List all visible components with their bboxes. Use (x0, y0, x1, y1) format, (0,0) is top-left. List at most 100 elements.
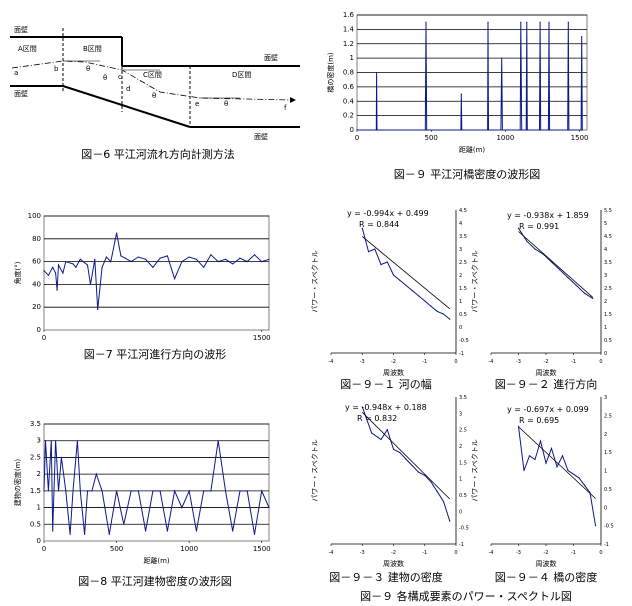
bridge-density-data-point (425, 21, 427, 23)
building-density-data-point (65, 490, 67, 492)
psd-bridge-data-point (578, 477, 580, 479)
bridge-density-y-tick-label: 1.4 (343, 25, 355, 33)
building-density-data-point (210, 490, 212, 492)
wall-label-3: 面壁 (14, 89, 28, 98)
bridge-density-data-point (424, 129, 426, 131)
bridge-density-x-axis-label: 距離(m) (459, 145, 486, 154)
psd-width-data-point (386, 261, 388, 263)
direction-y-tick-label: 60 (32, 258, 41, 266)
psd-direction-plot-frame (491, 210, 601, 353)
psd-building-x-tick-label: -1 (422, 550, 427, 556)
building-density-data-point (261, 490, 263, 492)
psd-width-data-point (436, 310, 438, 312)
psd-building-data-point (371, 432, 373, 434)
psd-width-r-value: R = 0.844 (359, 220, 399, 229)
bridge-density-y-tick-label: 0.4 (343, 97, 355, 105)
point-e: e (195, 100, 199, 108)
bridge-density-data-point (540, 129, 542, 131)
building-density-data-point (52, 530, 54, 532)
psd-building-r-value: R = 0.832 (357, 414, 397, 423)
psd-width-y-tick-label: 1 (459, 299, 462, 305)
bridge-density-data-point (426, 129, 428, 131)
psd-building-x-axis-label: 周波数 (383, 559, 404, 568)
psd-direction-r-value: R = 0.991 (519, 222, 559, 231)
psd-width-data-point (374, 248, 376, 250)
bridge-density-y-tick-label: 1.2 (343, 40, 354, 48)
building-density-y-tick-label: 2.5 (30, 453, 41, 461)
direction-y-tick-label: 80 (32, 235, 41, 243)
direction-data-point (72, 263, 74, 265)
psd-direction-y-tick-label: 3 (604, 273, 607, 279)
psd-bridge-data-point (539, 440, 542, 442)
psd-direction-data-point (567, 277, 569, 279)
psd-width-plot-frame (331, 210, 456, 353)
psd-building-data-point (411, 465, 413, 467)
bridge-density-data-point (547, 129, 550, 131)
wall-label-1: 面壁 (14, 25, 28, 34)
psd-width-y-tick-label: 2 (459, 273, 462, 279)
building-density-x-tick-label: 500 (110, 545, 123, 553)
bridge-density-y-axis-label: 橋の密度(m) (326, 52, 335, 93)
psd-bridge-y-tick-label: 0.5 (604, 487, 612, 493)
psd-direction-x-tick-label: -1 (571, 359, 576, 365)
psd-building-data-point (386, 429, 388, 431)
bridge-density-data-point (520, 21, 522, 23)
psd-direction-trendline (518, 231, 594, 298)
bridge-density-data-point (356, 129, 358, 131)
direction-data-point (120, 255, 122, 257)
building-density-data-point (159, 490, 161, 492)
section-label-c: C区間 (143, 71, 162, 79)
psd-direction-y-tick-label: 2 (604, 299, 607, 305)
direction-data-point (75, 266, 77, 268)
building-density-data-point (123, 523, 125, 525)
psd-direction-data-point (517, 227, 520, 229)
bridge-density-data-point (539, 21, 541, 23)
wall-label-2: 面壁 (264, 53, 278, 62)
psd-bridge-chart: -1-0.500.511.522.53-4 -3 -2 -1 0パワー・スペクトル周波数… (471, 395, 614, 568)
bridge-density-data-point (376, 129, 378, 131)
psd-building-y-tick-label: -0.5 (459, 526, 469, 532)
building-density-data-point (152, 490, 154, 492)
psd-building-y-axis-label: パワー・スペクトル (311, 439, 319, 502)
building-density-data-point (91, 490, 93, 492)
psd-direction-y-tick-label: 0 (604, 351, 607, 357)
psd-building-data-point (361, 406, 363, 408)
direction-data-point (268, 258, 270, 260)
figure9-1-caption: 図－９－１ 河の幅 (340, 378, 432, 391)
angle-theta-2: θ (103, 74, 107, 82)
psd-width-chart: -1-0.500.511.522.533.544.5-4 -3 -2 -1 0パワー・ス… (311, 208, 469, 377)
direction-y-tick-label: 40 (32, 280, 41, 288)
direction-data-point (101, 266, 103, 268)
psd-width-data-point (367, 251, 370, 253)
psd-building-chart: -1-0.500.511.522.533.5-4 -3 -2 -1 0パワー・スペクトル… (311, 395, 469, 568)
psd-width-equation: y = -0.994x + 0.499 (347, 209, 429, 218)
bridge-density-data-point (525, 129, 527, 131)
bridge-density-data-point (521, 129, 523, 131)
direction-data-point (210, 254, 212, 256)
psd-width-y-tick-label: 3.5 (459, 234, 467, 240)
psd-direction-y-tick-label: 5.5 (604, 208, 612, 214)
direction-data-point (43, 270, 45, 272)
direction-data-point (217, 261, 219, 263)
section-label-b: B区間 (83, 45, 102, 53)
psd-direction-equation: y = -0.938x + 1.859 (507, 211, 589, 220)
building-density-x-axis-label: 距離(m) (143, 556, 170, 565)
psd-direction-data-point (534, 248, 536, 250)
direction-data-point (57, 264, 60, 266)
psd-width-data-point (392, 274, 395, 276)
point-c: c (118, 73, 122, 81)
psd-width-y-tick-label: -0.5 (459, 338, 469, 344)
psd-direction-y-tick-label: 1 (604, 325, 607, 331)
direction-data-point (130, 261, 132, 263)
bridge-density-data-point (549, 129, 551, 131)
psd-width-data-point (430, 305, 432, 307)
bridge-density-data-point (486, 129, 489, 131)
psd-direction-series-line (518, 227, 594, 299)
psd-building-y-tick-label: 2 (459, 444, 462, 450)
direction-data-point (166, 255, 168, 257)
direction-data-point (152, 266, 154, 268)
charts-root: 00.20.40.60.811.21.41.60 500 1000 1500橋の密度(… (13, 11, 614, 568)
psd-bridge-data-point (567, 469, 569, 472)
figure9-3-caption: 図－９－３ 建物の密度 (329, 570, 443, 584)
psd-building-data-point (380, 438, 382, 441)
